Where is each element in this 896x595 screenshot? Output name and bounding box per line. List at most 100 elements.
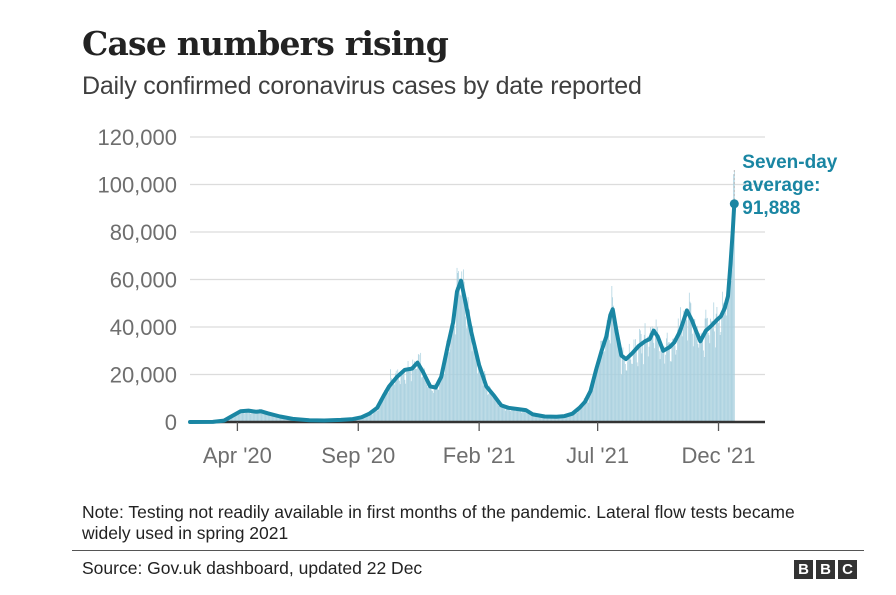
daily-bar	[706, 318, 708, 422]
daily-bar	[574, 412, 576, 422]
daily-bar	[268, 413, 270, 422]
annotation-value: 91,888	[742, 198, 800, 219]
daily-bar	[572, 411, 574, 422]
daily-bar	[481, 378, 482, 422]
daily-bar	[278, 416, 280, 422]
daily-bar	[432, 390, 433, 422]
daily-bar	[519, 410, 521, 422]
daily-bar	[609, 340, 610, 422]
daily-bar	[367, 414, 369, 422]
daily-bar	[472, 325, 474, 422]
daily-bar	[424, 368, 425, 422]
daily-bar	[703, 350, 704, 422]
daily-bar	[470, 335, 472, 422]
daily-bar	[556, 415, 557, 422]
daily-bar	[596, 362, 598, 422]
daily-bar	[246, 408, 248, 422]
daily-bar	[232, 415, 234, 422]
daily-bar	[668, 342, 670, 422]
daily-bar	[507, 406, 508, 422]
daily-bar	[720, 332, 722, 422]
daily-bar	[565, 416, 567, 422]
x-tick-label: Apr '20	[203, 443, 272, 468]
daily-bar	[583, 402, 584, 422]
daily-bar	[658, 337, 659, 422]
daily-bar	[711, 321, 712, 422]
daily-bar	[388, 389, 390, 422]
daily-bar	[510, 411, 512, 422]
daily-bar	[631, 363, 632, 422]
daily-bar	[395, 373, 396, 422]
daily-bar	[471, 351, 473, 422]
daily-bar	[676, 350, 677, 422]
daily-bar	[284, 417, 286, 422]
daily-bar	[428, 379, 429, 422]
daily-bar	[425, 378, 426, 422]
daily-bar	[501, 403, 503, 422]
daily-bar	[385, 388, 387, 422]
daily-bar	[462, 269, 464, 422]
daily-bar	[447, 352, 449, 422]
daily-bar	[481, 381, 483, 422]
daily-bar	[672, 338, 674, 422]
x-axis: Apr '20 Sep '20 Feb '21 Jul '21 Dec '21	[203, 422, 755, 468]
daily-bar	[616, 333, 617, 422]
daily-bar	[726, 302, 728, 422]
daily-bar	[459, 294, 461, 422]
daily-bar	[248, 412, 250, 422]
daily-bar	[669, 342, 670, 422]
daily-bar	[389, 385, 391, 422]
daily-bar	[589, 386, 591, 422]
daily-bar	[667, 343, 669, 422]
daily-bar	[495, 396, 497, 422]
y-tick-label: 100,000	[97, 173, 177, 198]
daily-bar	[693, 319, 695, 422]
daily-bar	[429, 383, 430, 422]
daily-bar	[447, 339, 448, 422]
daily-bar	[404, 379, 406, 422]
daily-bar	[261, 412, 263, 422]
daily-bar	[717, 321, 719, 422]
daily-bar	[487, 394, 489, 422]
daily-bar	[282, 417, 284, 422]
daily-bar	[500, 405, 501, 422]
daily-bar	[563, 415, 565, 422]
daily-bar	[399, 384, 401, 422]
daily-bar	[726, 315, 727, 422]
daily-bar	[533, 414, 534, 422]
daily-bar	[515, 409, 517, 422]
daily-bar	[719, 335, 721, 422]
daily-bar	[548, 416, 550, 422]
daily-bar	[654, 337, 656, 422]
daily-bar	[234, 414, 236, 422]
daily-bar	[610, 316, 612, 422]
daily-bar	[728, 270, 730, 422]
daily-bar	[518, 409, 519, 422]
daily-bar	[630, 359, 632, 422]
daily-bar	[730, 280, 732, 422]
daily-bar	[523, 409, 524, 422]
daily-bar	[550, 416, 552, 422]
x-tick-label: Sep '20	[321, 443, 395, 468]
daily-bar	[436, 385, 437, 422]
daily-bar	[441, 367, 443, 422]
daily-bar	[705, 309, 707, 422]
daily-bar	[597, 365, 598, 422]
daily-bar	[252, 409, 253, 422]
daily-bar	[432, 392, 434, 422]
daily-bar	[370, 412, 372, 422]
daily-bar	[376, 410, 378, 422]
daily-bar	[602, 341, 604, 422]
daily-bar	[632, 354, 634, 422]
daily-bar	[250, 414, 252, 422]
daily-bar	[455, 287, 457, 422]
daily-bar	[488, 393, 489, 422]
daily-bar	[408, 368, 410, 422]
daily-bar	[697, 344, 699, 422]
daily-bar	[537, 415, 538, 422]
daily-bar	[549, 416, 551, 422]
daily-bar	[464, 298, 466, 422]
source-text: Source: Gov.uk dashboard, updated 22 Dec	[82, 558, 423, 578]
daily-bar	[564, 415, 566, 422]
daily-bar	[536, 414, 538, 422]
